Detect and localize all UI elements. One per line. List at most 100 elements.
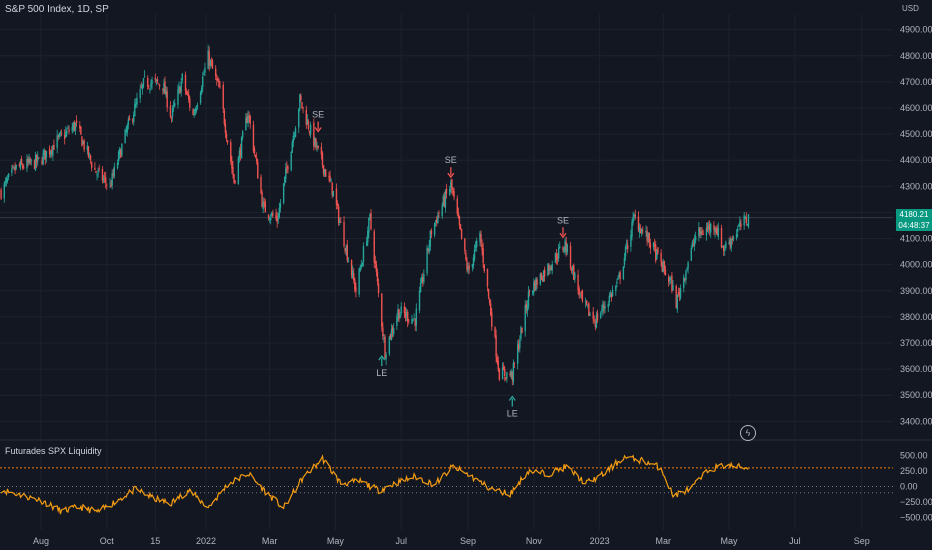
candle-body: [38, 157, 40, 159]
candle-body: [460, 228, 463, 239]
candle-body: [305, 109, 307, 125]
candle-body: [128, 118, 131, 121]
price-tick-label: 4700.00: [900, 77, 932, 87]
candle-body: [646, 230, 648, 242]
candle-body: [566, 244, 568, 253]
candle-body: [653, 243, 656, 247]
candle-body: [505, 377, 507, 380]
candle-body: [224, 123, 227, 133]
candle-body: [231, 160, 233, 169]
candle-body: [584, 301, 587, 303]
candle-body: [360, 264, 362, 268]
candle-body: [112, 173, 114, 176]
candle-body: [4, 181, 7, 184]
candle-body: [487, 288, 490, 297]
candle-body: [308, 131, 311, 133]
candle-body: [728, 242, 730, 245]
candle-body: [43, 149, 45, 155]
candle-body: [442, 196, 444, 206]
candle-body: [126, 125, 128, 133]
candle-body: [65, 131, 67, 137]
indicator-tick-label: −500.00: [900, 513, 932, 523]
candle-body: [547, 263, 549, 276]
candle-body: [746, 224, 749, 226]
time-tick-label: Aug: [33, 536, 49, 546]
candle-body: [700, 231, 702, 234]
candle-body: [306, 119, 309, 125]
candle-body: [165, 89, 167, 96]
candle-body: [518, 343, 520, 350]
candle-body: [486, 268, 489, 287]
candle-body: [374, 260, 377, 264]
candle-body: [7, 173, 10, 178]
candle-body: [451, 179, 453, 190]
candle-body: [594, 322, 597, 327]
candle-body: [396, 316, 398, 326]
candle-body: [325, 169, 327, 177]
candle-body: [225, 133, 228, 140]
candle-body: [617, 277, 619, 280]
candle-body: [501, 367, 504, 380]
candle-body: [662, 261, 664, 272]
candle-body: [428, 244, 430, 252]
candle-body: [656, 249, 658, 260]
candle-body: [715, 227, 717, 231]
candle-body: [147, 78, 149, 87]
candle-body: [285, 168, 287, 180]
price-tick-label: 4000.00: [900, 260, 932, 270]
candle-body: [131, 119, 134, 121]
candle-body: [245, 117, 247, 131]
candle-body: [369, 214, 371, 218]
candle-body: [660, 252, 662, 263]
candle-body: [58, 133, 61, 137]
candle-body: [253, 148, 256, 154]
indicator-title[interactable]: Futurades SPX Liquidity: [5, 446, 102, 456]
signal-label: LE: [376, 368, 387, 378]
candle-body: [196, 104, 199, 108]
candle-body: [18, 164, 21, 167]
candle-body: [358, 268, 360, 295]
candle-body: [237, 157, 240, 185]
candle-body: [261, 192, 263, 207]
candle-body: [524, 304, 526, 332]
candle-body: [722, 245, 725, 251]
candle-body: [359, 268, 361, 271]
candle-body: [652, 242, 655, 247]
candle-body: [456, 198, 458, 214]
candle-body: [178, 86, 180, 90]
candle-body: [686, 268, 688, 270]
candle-body: [90, 162, 93, 168]
candle-body: [443, 196, 446, 206]
time-tick-label: May: [721, 536, 739, 546]
candle-body: [223, 110, 226, 124]
candle-body: [329, 175, 331, 181]
candle-body: [457, 212, 460, 218]
candle-body: [44, 149, 46, 160]
candle-body: [199, 92, 202, 104]
time-axis: Aug Oct 15 2022 Mar May Jul Sep Nov 2023 Mar May Jul…: [33, 536, 870, 546]
candle-body: [408, 320, 410, 322]
candle-body: [155, 79, 158, 82]
time-tick-label: Jul: [789, 536, 801, 546]
candle-body: [272, 213, 274, 216]
candle-body: [388, 336, 391, 354]
candle-body: [375, 264, 378, 273]
candle-body: [533, 282, 535, 292]
candle-body: [404, 312, 407, 318]
candle-body: [42, 153, 44, 164]
candle-body: [52, 145, 54, 156]
candle-body: [89, 155, 92, 161]
candle-body: [177, 89, 179, 105]
candle-body: [535, 277, 537, 291]
candle-body: [483, 264, 485, 272]
candle-body: [350, 259, 353, 276]
candle-body: [739, 221, 741, 227]
candle-body: [397, 309, 399, 318]
candle-body: [708, 224, 711, 231]
candle-body: [14, 167, 16, 171]
candle-body: [609, 293, 612, 297]
lightning-icon[interactable]: ϟ: [740, 425, 756, 441]
candle-body: [335, 188, 338, 205]
candle-body: [642, 230, 644, 232]
